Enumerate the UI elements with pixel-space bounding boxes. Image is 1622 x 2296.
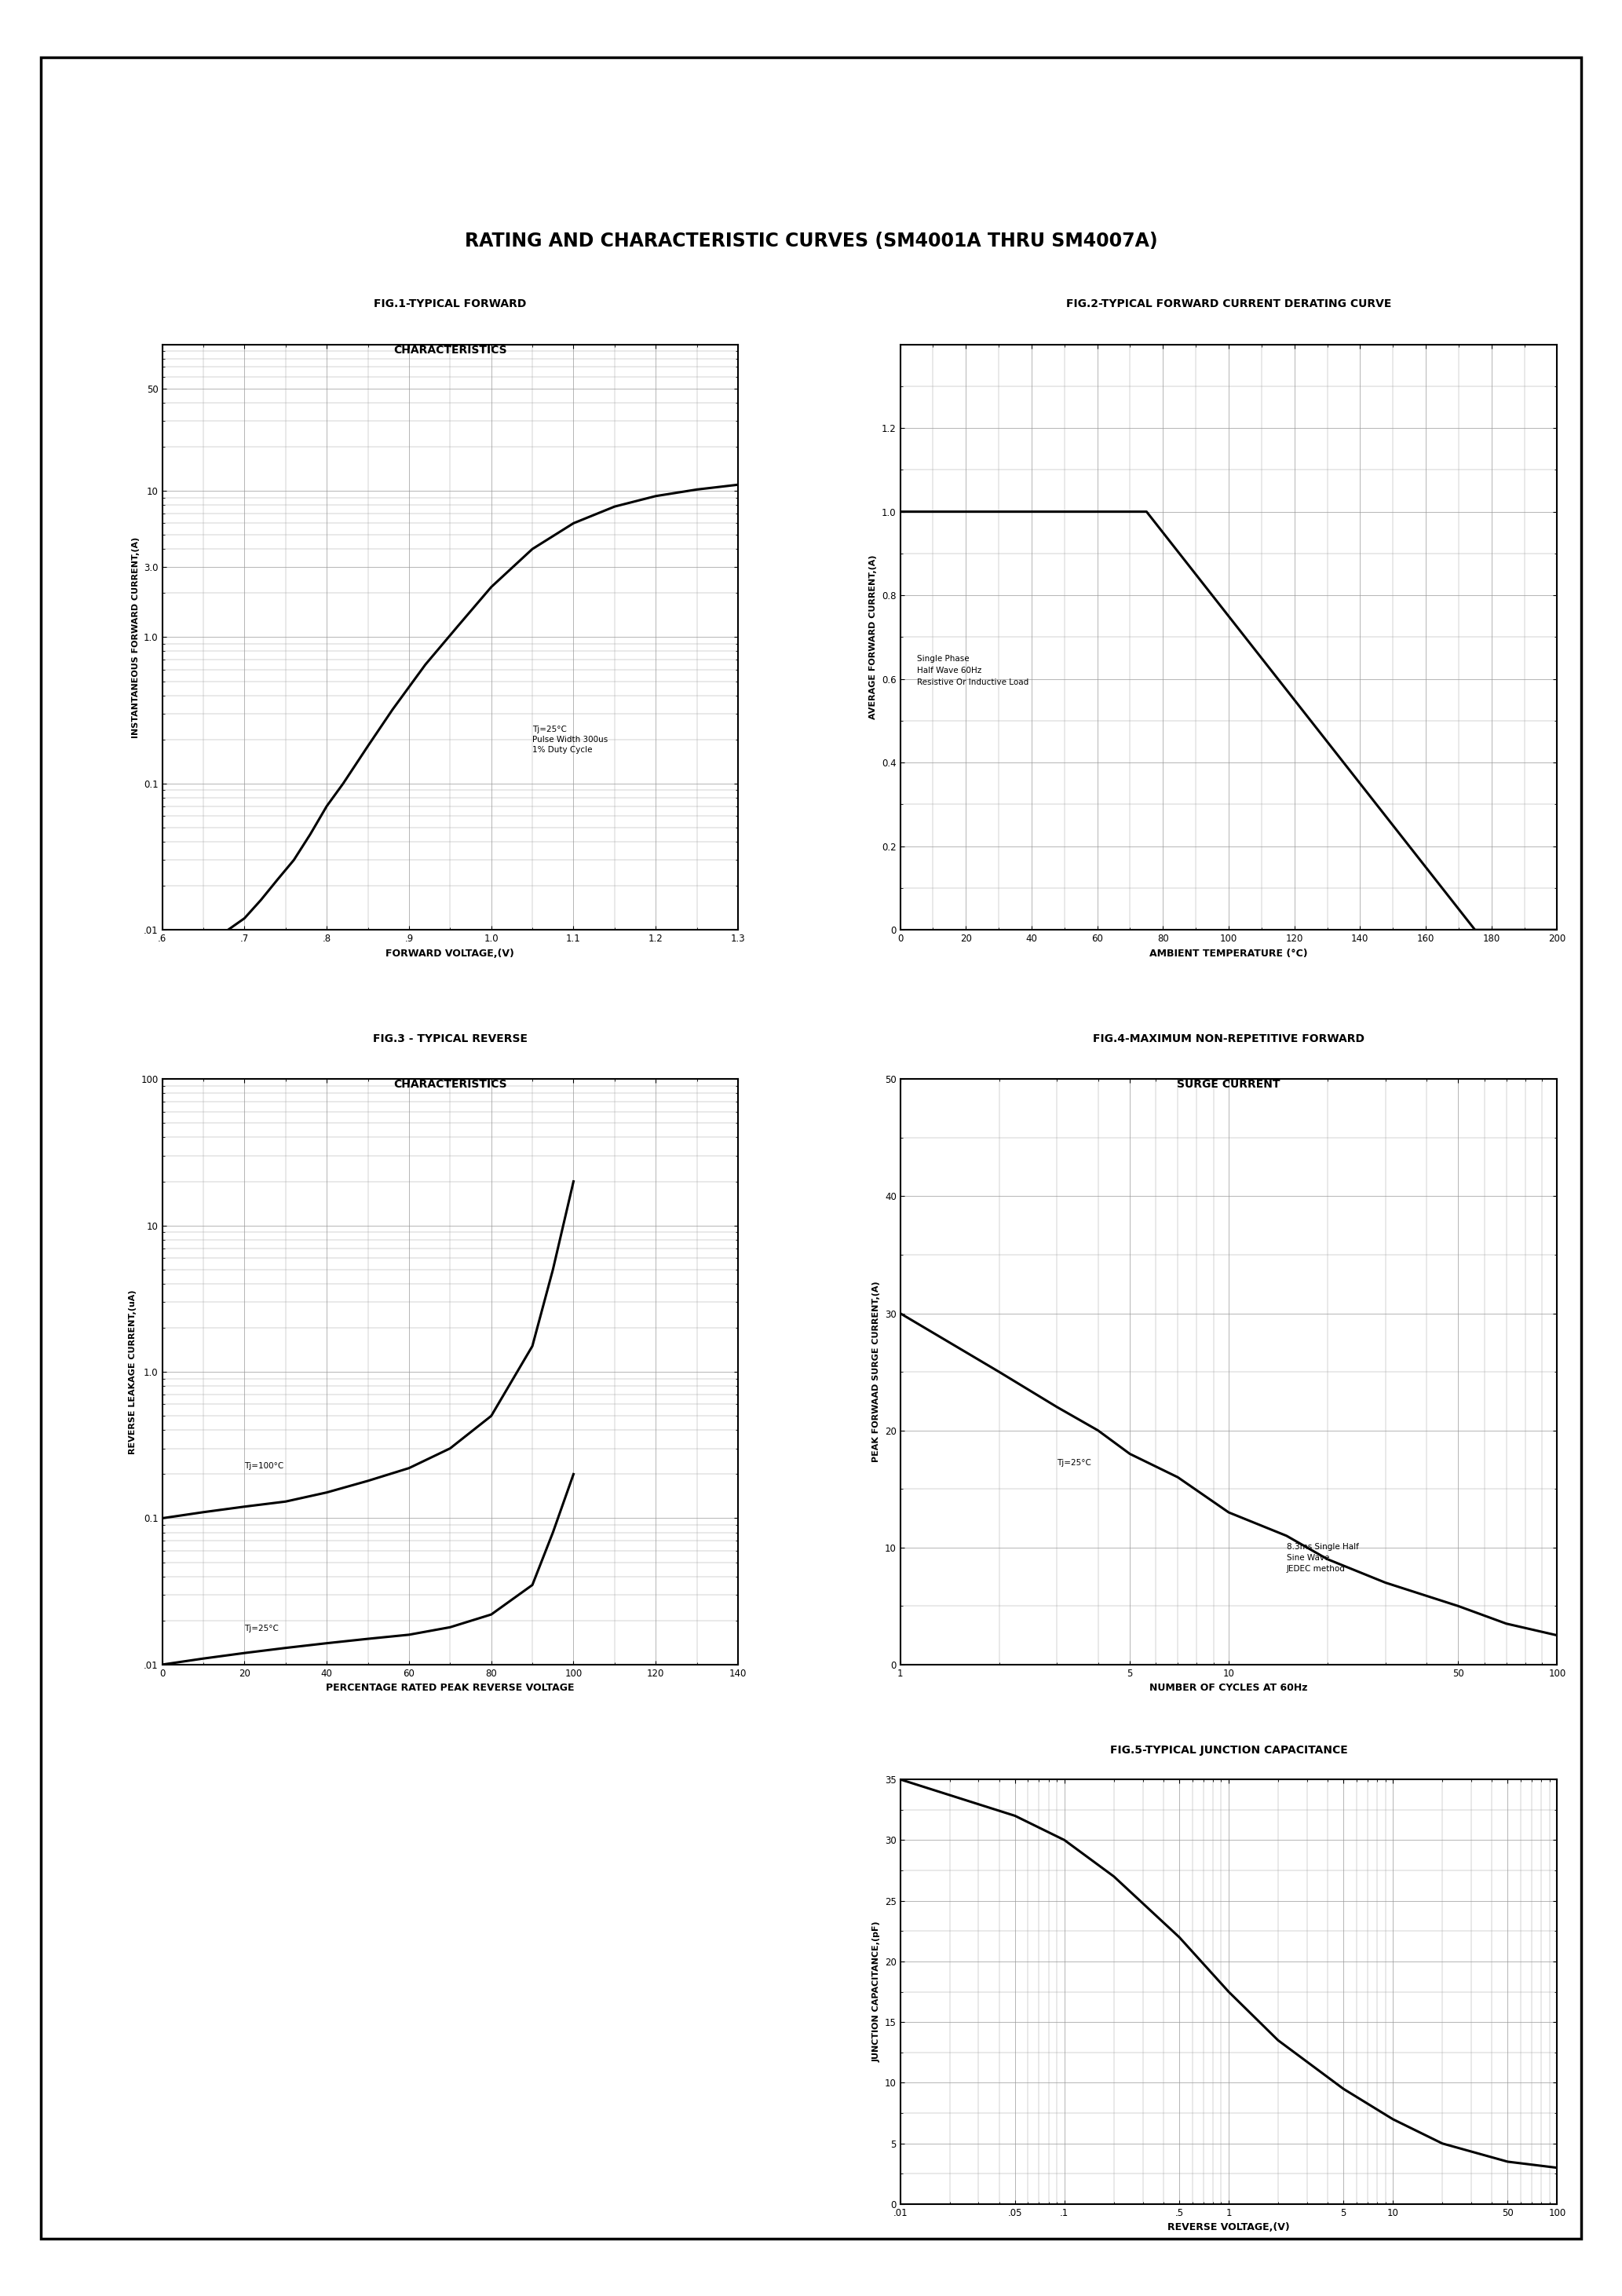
X-axis label: NUMBER OF CYCLES AT 60Hz: NUMBER OF CYCLES AT 60Hz <box>1150 1683 1307 1692</box>
Text: FIG.1-TYPICAL FORWARD: FIG.1-TYPICAL FORWARD <box>373 298 527 310</box>
Text: CHARACTERISTICS: CHARACTERISTICS <box>393 1079 508 1091</box>
X-axis label: PERCENTAGE RATED PEAK REVERSE VOLTAGE: PERCENTAGE RATED PEAK REVERSE VOLTAGE <box>326 1683 574 1692</box>
Text: FIG.2-TYPICAL FORWARD CURRENT DERATING CURVE: FIG.2-TYPICAL FORWARD CURRENT DERATING C… <box>1066 298 1392 310</box>
Text: Tj=25°C
Pulse Width 300us
1% Duty Cycle: Tj=25°C Pulse Width 300us 1% Duty Cycle <box>532 726 608 753</box>
Y-axis label: JUNCTION CAPACITANCE,(pF): JUNCTION CAPACITANCE,(pF) <box>873 1922 881 2062</box>
Text: SURGE CURRENT: SURGE CURRENT <box>1178 1079 1280 1091</box>
Text: Tj=100°C: Tj=100°C <box>245 1463 284 1469</box>
Y-axis label: AVERAGE FORWARD CURRENT,(A): AVERAGE FORWARD CURRENT,(A) <box>869 556 878 719</box>
Y-axis label: PEAK FORWAAD SURGE CURRENT,(A): PEAK FORWAAD SURGE CURRENT,(A) <box>873 1281 881 1463</box>
Text: CHARACTERISTICS: CHARACTERISTICS <box>393 344 508 356</box>
X-axis label: REVERSE VOLTAGE,(V): REVERSE VOLTAGE,(V) <box>1168 2223 1289 2232</box>
Y-axis label: INSTANTANEOUS FORWARD CURRENT,(A): INSTANTANEOUS FORWARD CURRENT,(A) <box>131 537 139 737</box>
Text: Single Phase
Half Wave 60Hz
Resistive Or Inductive Load: Single Phase Half Wave 60Hz Resistive Or… <box>916 654 1028 687</box>
X-axis label: FORWARD VOLTAGE,(V): FORWARD VOLTAGE,(V) <box>386 948 514 957</box>
Y-axis label: REVERSE LEAKAGE CURRENT,(uA): REVERSE LEAKAGE CURRENT,(uA) <box>128 1290 136 1453</box>
Text: RATING AND CHARACTERISTIC CURVES (SM4001A THRU SM4007A): RATING AND CHARACTERISTIC CURVES (SM4001… <box>464 232 1158 250</box>
Text: Tj=25°C: Tj=25°C <box>245 1626 279 1632</box>
Text: FIG.3 - TYPICAL REVERSE: FIG.3 - TYPICAL REVERSE <box>373 1033 527 1045</box>
Text: FIG.5-TYPICAL JUNCTION CAPACITANCE: FIG.5-TYPICAL JUNCTION CAPACITANCE <box>1109 1745 1348 1756</box>
Text: Tj=25°C: Tj=25°C <box>1058 1460 1092 1467</box>
Text: FIG.4-MAXIMUM NON-REPETITIVE FORWARD: FIG.4-MAXIMUM NON-REPETITIVE FORWARD <box>1093 1033 1364 1045</box>
Text: 8.3ms Single Half
Sine Wave
JEDEC method: 8.3ms Single Half Sine Wave JEDEC method <box>1286 1543 1359 1573</box>
X-axis label: AMBIENT TEMPERATURE (°C): AMBIENT TEMPERATURE (°C) <box>1150 948 1307 957</box>
